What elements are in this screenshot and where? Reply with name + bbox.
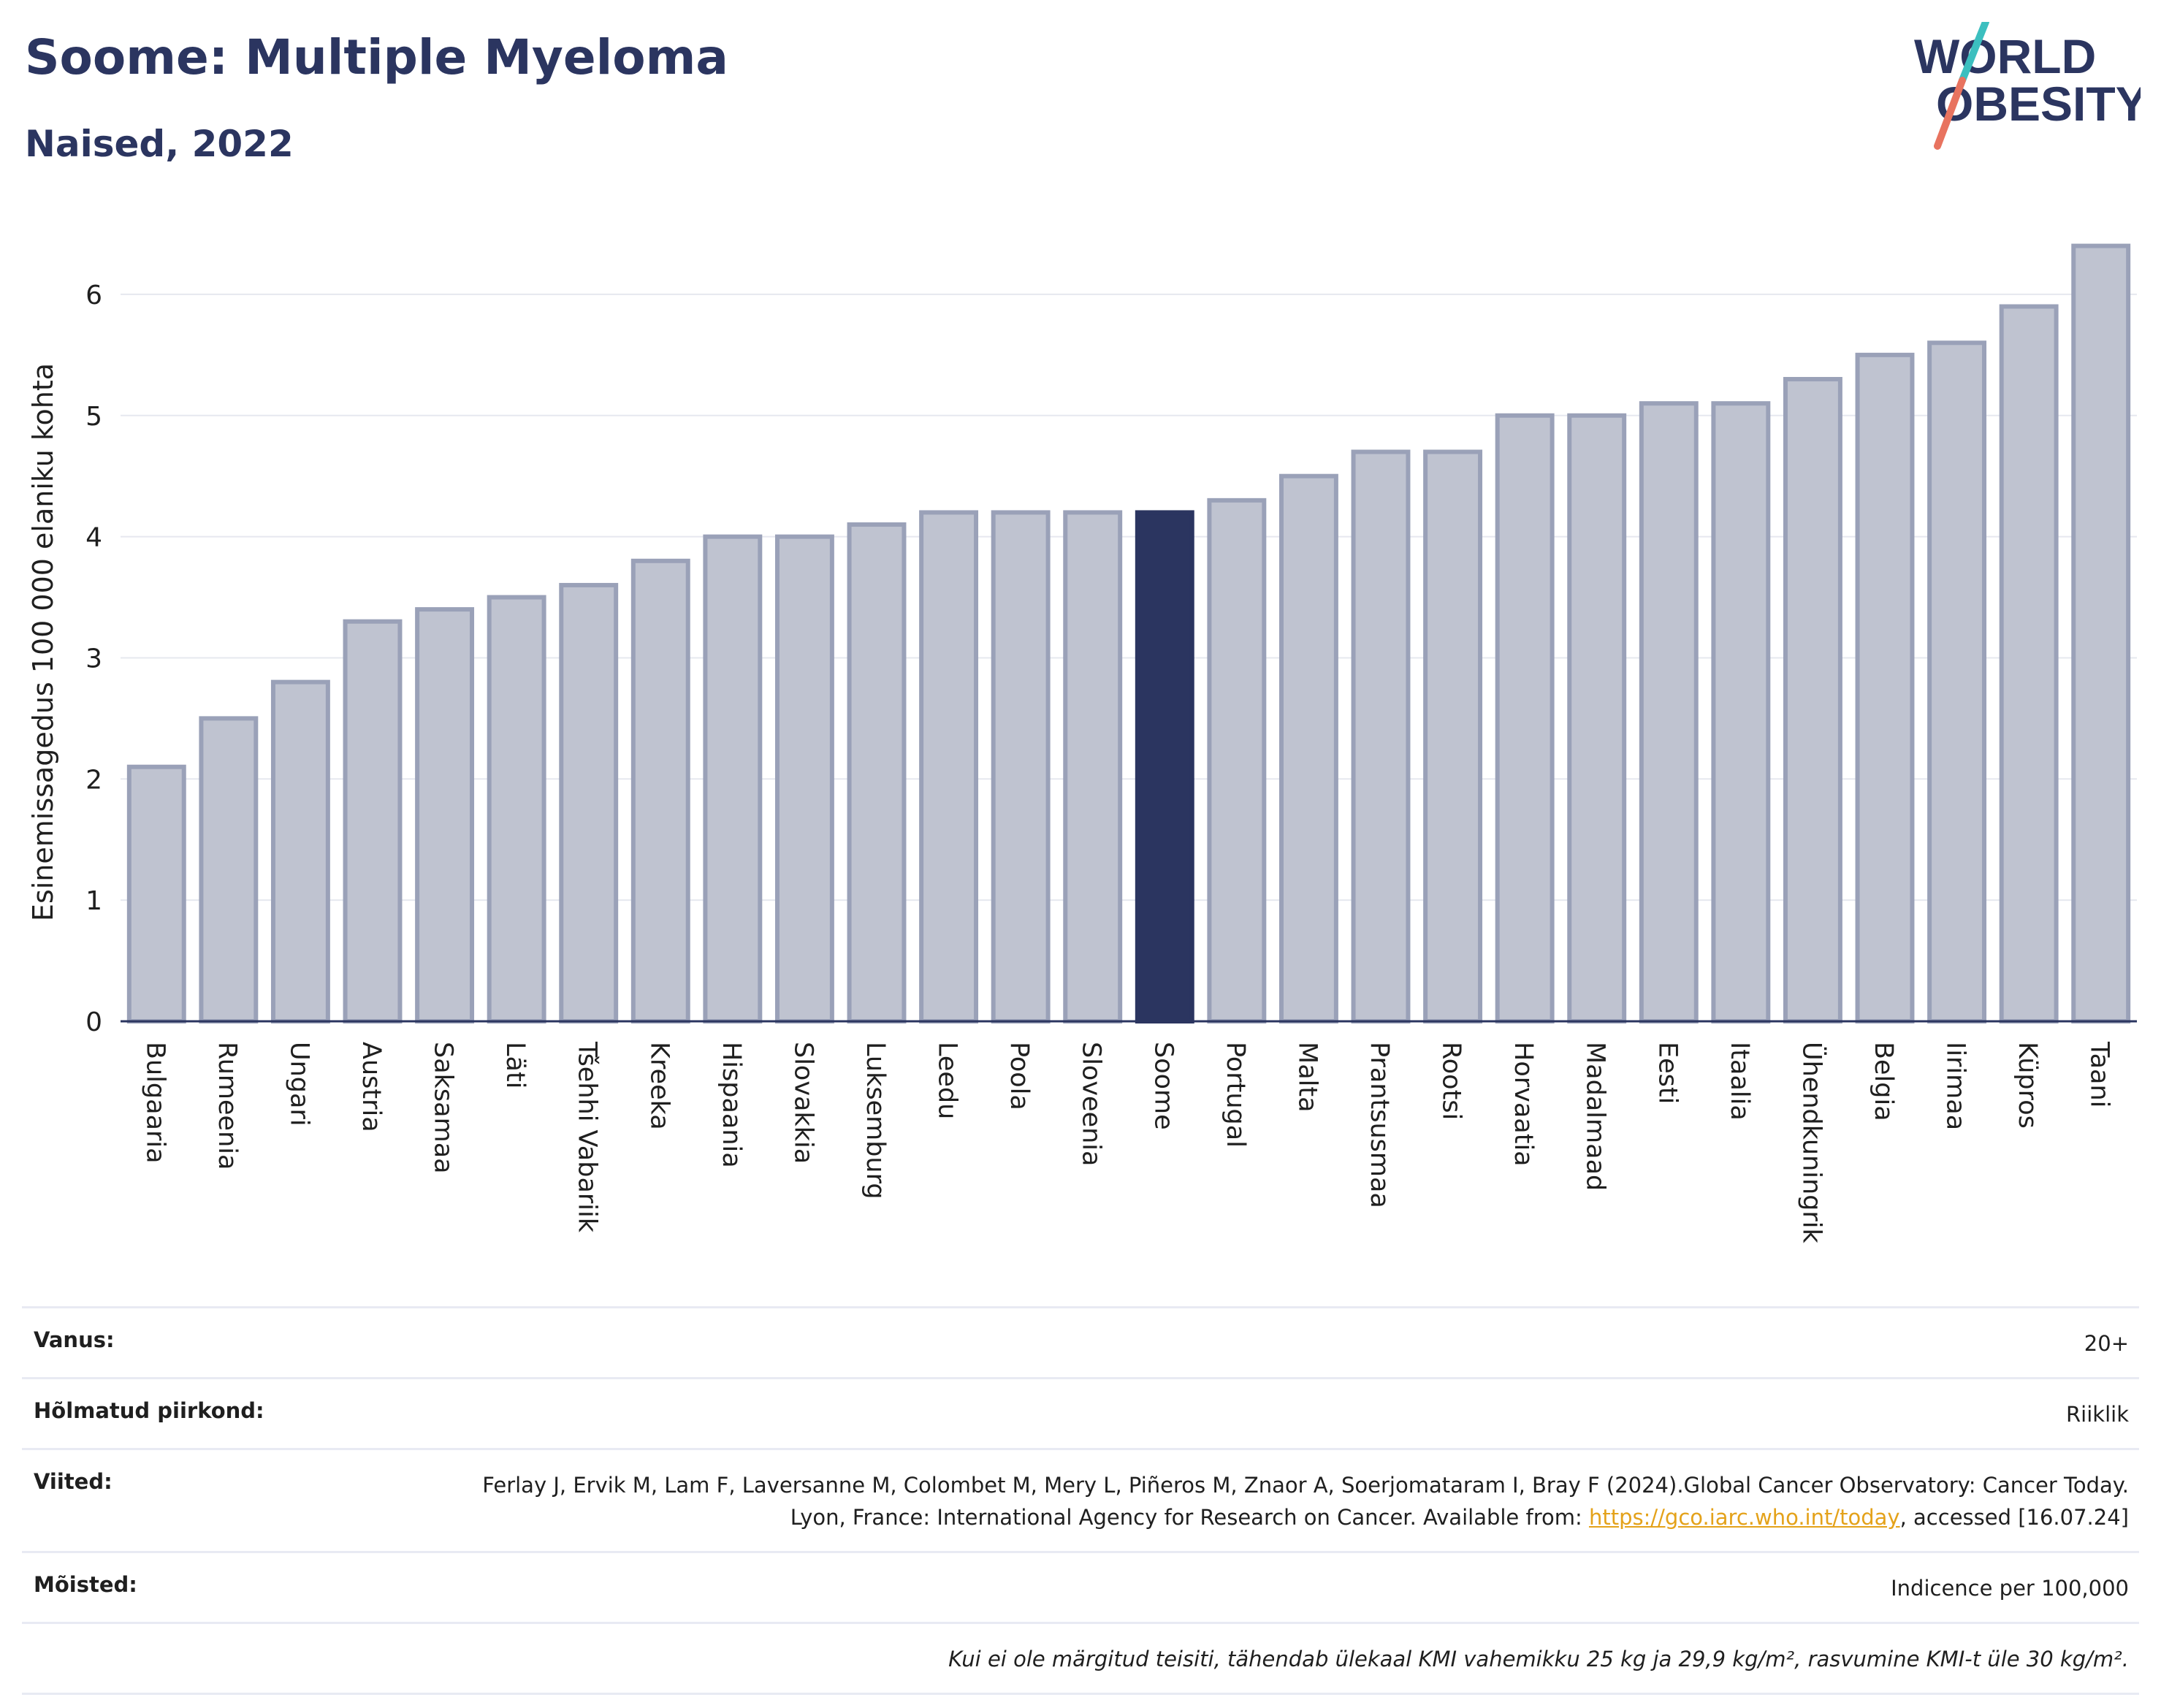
world-obesity-logo: WORLD OBESITY xyxy=(1914,22,2141,150)
bar-eesti xyxy=(1639,401,1699,1023)
y-axis-title: Esinemissagedus 100 000 elaniku kohta xyxy=(27,363,59,921)
info-row-age: Vanus: 20+ xyxy=(22,1306,2139,1377)
logo-slash-teal xyxy=(1959,22,1989,84)
bar-kreeka xyxy=(630,558,690,1023)
x-tick-label: Belgia xyxy=(1869,1042,1898,1121)
x-tick-label: Ühendkuningrik xyxy=(1796,1042,1827,1244)
definitions-value: Indicence per 100,000 xyxy=(1891,1576,2129,1601)
bar-iirimaa xyxy=(1927,340,1987,1023)
bar-t-ehhi-vabariik xyxy=(559,582,619,1023)
y-tick-label: 2 xyxy=(85,765,102,795)
y-tick-label: 5 xyxy=(85,402,102,432)
bar-taani xyxy=(2071,243,2131,1024)
references-label: Viited: xyxy=(34,1469,113,1494)
region-value: Riiklik xyxy=(2066,1402,2129,1427)
references-link[interactable]: https://gco.iarc.who.int/today xyxy=(1588,1505,1900,1530)
definitions-label: Mõisted: xyxy=(34,1572,137,1597)
y-tick-label: 4 xyxy=(85,523,102,553)
bar-sloveenia xyxy=(1063,510,1123,1023)
bar--hendkuningrik xyxy=(1783,377,1842,1023)
bar-ungari xyxy=(270,679,330,1024)
x-tick-label: Soome xyxy=(1148,1042,1178,1130)
chart-subtitle: Naised, 2022 xyxy=(25,123,294,165)
x-tick-label: Luksemburg xyxy=(861,1042,890,1200)
logo-slash-coral xyxy=(1934,77,1966,150)
bar-rumeenia xyxy=(199,716,259,1024)
info-row-note: Kui ei ole märgitud teisiti, tähendab ül… xyxy=(22,1622,2139,1695)
logo-text-obesity: OBESITY xyxy=(1936,77,2141,131)
bar-leedu xyxy=(919,510,979,1023)
bar-poola xyxy=(991,510,1051,1023)
x-tick-label: Iirimaa xyxy=(1941,1042,1970,1130)
references-text: Ferlay J, Ervik M, Lam F, Laversanne M, … xyxy=(482,1473,2129,1530)
x-tick-label: Rumeenia xyxy=(213,1042,242,1170)
info-row-definitions: Mõisted: Indicence per 100,000 xyxy=(22,1551,2139,1622)
y-tick-label: 0 xyxy=(85,1007,102,1037)
info-row-references: Viited: Ferlay J, Ervik M, Lam F, Lavers… xyxy=(22,1448,2139,1551)
x-tick-label: Tšehhi Vabariik xyxy=(573,1041,602,1233)
x-tick-label: Slovakkia xyxy=(788,1042,817,1164)
bmi-note: Kui ei ole märgitud teisiti, tähendab ül… xyxy=(948,1647,2129,1671)
bar-slovakkia xyxy=(774,534,834,1023)
info-row-region: Hõlmatud piirkond: Riiklik xyxy=(22,1377,2139,1448)
x-tick-label: Malta xyxy=(1292,1042,1322,1113)
bar-k-pros xyxy=(1999,304,2059,1023)
x-axis-labels: Bulgaaria Rumeenia Ungari Austria Saksamaa Lä… xyxy=(140,1041,2114,1244)
x-tick-label: Saksamaa xyxy=(429,1042,458,1174)
bar-rootsi xyxy=(1423,449,1483,1023)
bar-malta xyxy=(1278,473,1338,1023)
bar-bulgaaria xyxy=(126,764,186,1023)
bar-madalmaad xyxy=(1567,413,1627,1023)
x-tick-label: Kreeka xyxy=(644,1042,674,1130)
x-tick-label: Eesti xyxy=(1653,1042,1682,1104)
y-tick-label: 3 xyxy=(85,644,102,674)
age-value: 20+ xyxy=(2084,1331,2129,1356)
x-tick-label: Bulgaaria xyxy=(140,1042,169,1164)
region-label: Hõlmatud piirkond: xyxy=(34,1398,264,1423)
bar-portugal xyxy=(1207,497,1267,1023)
x-tick-label: Poola xyxy=(1005,1042,1034,1110)
bar-hispaania xyxy=(703,534,763,1023)
bar-saksamaa xyxy=(415,607,475,1023)
x-tick-label: Rootsi xyxy=(1437,1042,1466,1120)
bar-itaalia xyxy=(1711,401,1771,1023)
x-tick-label: Portugal xyxy=(1221,1042,1250,1148)
chart-title: Soome: Multiple Myeloma xyxy=(25,29,728,85)
x-tick-label: Horvaatia xyxy=(1509,1042,1538,1167)
x-tick-label: Läti xyxy=(500,1042,530,1089)
y-axis-ticks: 0 1 2 3 4 5 6 xyxy=(85,281,102,1037)
references-tail: , accessed [16.07.24] xyxy=(1899,1505,2129,1530)
bar-chart: 0 1 2 3 4 5 6 Bulgaaria Rumeenia Ungari Austria Sa… xyxy=(27,243,2137,1244)
x-tick-label: Austria xyxy=(357,1042,386,1132)
x-tick-label: Madalmaad xyxy=(1581,1042,1610,1191)
x-tick-label: Prantsusmaa xyxy=(1365,1042,1394,1208)
references-value: Ferlay J, Ervik M, Lam F, Laversanne M, … xyxy=(449,1469,2129,1533)
y-tick-label: 6 xyxy=(85,281,102,310)
bar-soome xyxy=(1135,510,1194,1023)
logo-text-world: WORLD xyxy=(1914,29,2096,83)
bar-belgia xyxy=(1855,352,1915,1024)
bar-austria xyxy=(343,619,403,1023)
bars xyxy=(126,243,2131,1024)
age-label: Vanus: xyxy=(34,1327,115,1352)
x-tick-label: Leedu xyxy=(933,1042,962,1119)
bar-luksemburg xyxy=(847,522,907,1023)
bar-prantsusmaa xyxy=(1351,449,1411,1023)
x-tick-label: Küpros xyxy=(2013,1042,2042,1129)
x-tick-label: Sloveenia xyxy=(1077,1042,1106,1167)
info-table: Vanus: 20+ Hõlmatud piirkond: Riiklik Vi… xyxy=(22,1306,2139,1695)
x-tick-label: Ungari xyxy=(284,1042,313,1126)
bar-l-ti xyxy=(487,595,546,1023)
x-tick-label: Taani xyxy=(2085,1041,2114,1107)
x-tick-label: Itaalia xyxy=(1725,1042,1754,1121)
y-tick-label: 1 xyxy=(85,886,102,916)
x-tick-label: Hispaania xyxy=(717,1042,746,1168)
bar-horvaatia xyxy=(1495,413,1555,1023)
